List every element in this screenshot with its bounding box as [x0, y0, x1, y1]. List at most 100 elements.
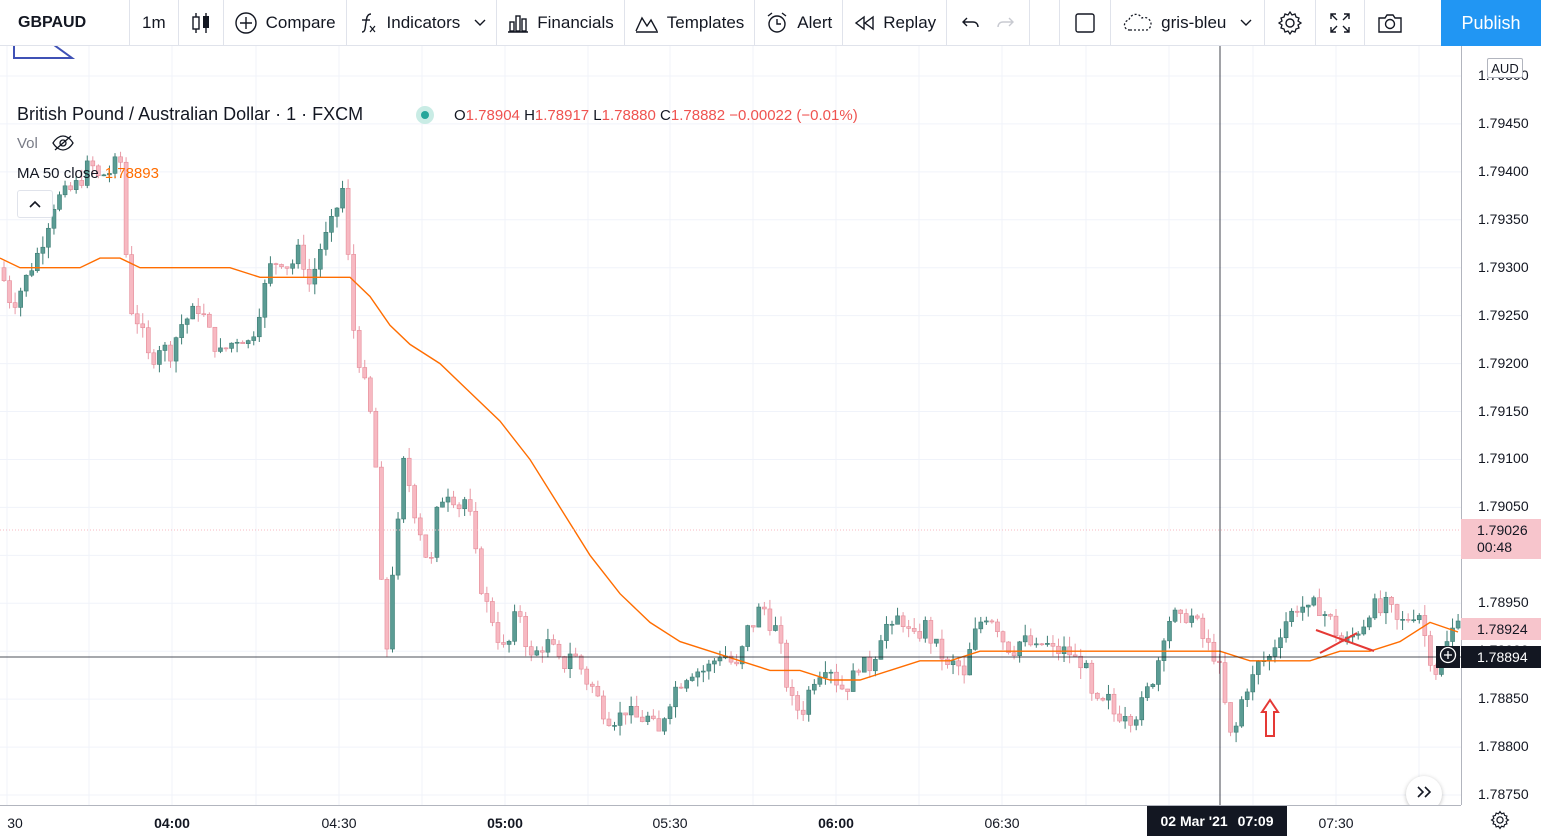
candle [1305, 604, 1311, 617]
candle-body [351, 254, 356, 331]
candle-body [1367, 617, 1372, 628]
candle [1194, 613, 1200, 621]
candle [756, 603, 762, 628]
candle-body [318, 249, 323, 270]
up-arrow-annotation[interactable] [1260, 698, 1280, 737]
candle-body [900, 615, 906, 627]
candle-body [406, 457, 412, 486]
candle-body [1322, 614, 1328, 616]
candle [1000, 630, 1006, 650]
candle-body [1283, 621, 1289, 639]
candle-body [212, 326, 218, 352]
financials-button[interactable]: Financials [497, 0, 625, 46]
candle-body [62, 185, 68, 196]
publish-button[interactable]: Publish [1441, 0, 1541, 46]
fullscreen-mode-button[interactable] [1060, 0, 1112, 46]
candle-body [1328, 614, 1333, 617]
price-tick: 1.79350 [1478, 210, 1529, 227]
ma-legend[interactable]: MA 50 close 1.78893 [17, 165, 159, 182]
candle-body [434, 506, 440, 558]
settings-button[interactable] [1265, 0, 1317, 46]
candle [490, 597, 495, 627]
candle [107, 165, 112, 183]
candle-body [922, 620, 928, 639]
indicators-label: Indicators [386, 12, 461, 32]
market-status-icon[interactable] [416, 106, 434, 124]
replay-label: Replay [883, 12, 937, 32]
candle-body [745, 625, 751, 647]
candle [1111, 688, 1117, 722]
currency-badge[interactable]: AUD [1487, 58, 1523, 78]
candle [540, 646, 545, 663]
candle-body [984, 620, 989, 623]
scroll-to-realtime-button[interactable] [1406, 776, 1442, 805]
price-axis[interactable]: 1.795001.794501.794001.793501.793001.792… [1461, 46, 1541, 805]
candle [1078, 648, 1083, 680]
candle [440, 497, 445, 508]
chart-pane[interactable]: British Pound / Australian Dollar · 1 · … [0, 46, 1461, 805]
chart-type-button[interactable] [179, 0, 224, 46]
candle [1072, 643, 1078, 657]
candle-body [662, 718, 667, 732]
candle-body [251, 336, 257, 341]
cross-annotation[interactable] [1315, 629, 1375, 654]
compare-button[interactable]: Compare [224, 0, 347, 46]
candle-body [218, 347, 223, 352]
templates-button[interactable]: Templates [625, 0, 756, 46]
symbol-search-button[interactable]: GBPAUD [0, 0, 130, 46]
candle-body [1300, 606, 1305, 613]
interval-button[interactable]: 1m [130, 0, 179, 46]
candle-body [1106, 693, 1111, 701]
layout-button[interactable]: gris-bleu [1111, 0, 1266, 46]
candle-body [845, 688, 850, 692]
candle [689, 673, 695, 682]
cloud-icon [1123, 13, 1153, 33]
candle [268, 256, 273, 287]
alert-button[interactable]: Alert [755, 0, 844, 46]
candle-body [1333, 615, 1339, 636]
candle [367, 375, 373, 414]
candle [351, 244, 356, 339]
price-chart[interactable] [0, 46, 1461, 805]
chevron-down-icon[interactable] [474, 19, 486, 27]
candle-body [1383, 596, 1389, 614]
collapse-legend-button[interactable] [17, 190, 53, 218]
candle [340, 180, 345, 213]
candle-body [1133, 719, 1139, 726]
replay-button[interactable]: Replay [843, 0, 948, 46]
candle-body [784, 642, 789, 688]
time-tick: 07:30 [1318, 815, 1354, 831]
volume-label[interactable]: Vol [17, 135, 38, 152]
snapshot-button[interactable] [1365, 0, 1415, 46]
candle-body [551, 639, 556, 645]
eye-hidden-icon[interactable] [52, 134, 74, 157]
gear-icon[interactable] [1490, 810, 1510, 835]
add-alert-plus-button[interactable] [1436, 646, 1460, 668]
undo-redo-group [947, 0, 1031, 46]
fullscreen-button[interactable] [1316, 0, 1366, 46]
candle [1061, 636, 1067, 663]
redo-icon[interactable] [997, 16, 1015, 30]
candle-body [151, 352, 157, 365]
candle [573, 647, 578, 657]
candle [1411, 609, 1416, 623]
triangle-drawing[interactable] [13, 46, 76, 59]
indicators-button[interactable]: Indicators [347, 0, 498, 46]
candle-body [639, 716, 645, 722]
candle-body [928, 620, 934, 644]
candle [1450, 618, 1455, 649]
candle-body [1083, 662, 1089, 669]
candle-body [29, 270, 35, 276]
candle [745, 624, 751, 652]
candles-icon [191, 12, 211, 34]
candle [195, 298, 201, 322]
symbol-title[interactable]: British Pound / Australian Dollar · 1 · … [17, 104, 364, 124]
candle-body [628, 706, 634, 716]
candle-body [1222, 662, 1228, 703]
candle-body [1145, 686, 1150, 698]
candle [584, 666, 590, 691]
undo-icon[interactable] [961, 16, 979, 30]
candle [878, 634, 884, 660]
candle-body [173, 337, 179, 362]
candle-body [800, 709, 806, 715]
